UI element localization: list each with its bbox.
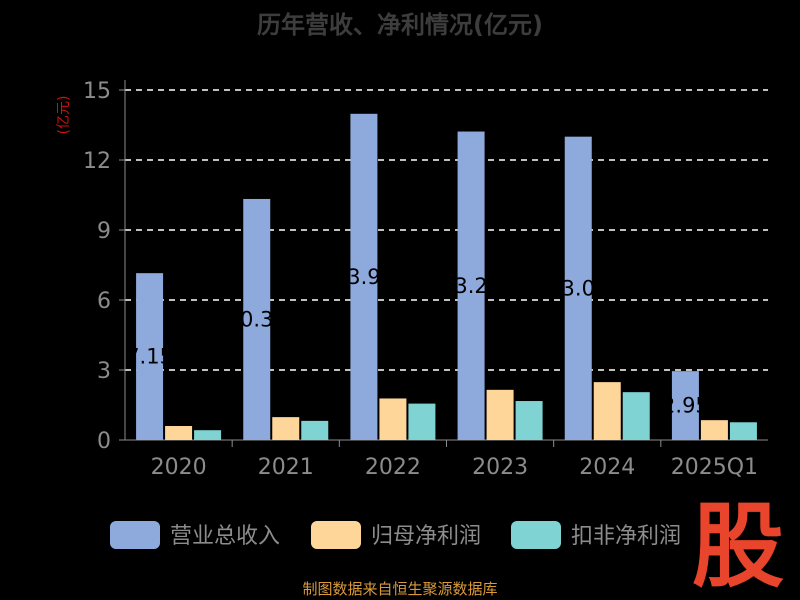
data-label: 2.95 <box>662 394 709 418</box>
x-tick-label: 2023 <box>472 455 528 480</box>
bar <box>243 198 271 440</box>
footer-source: 制图数据来自恒生聚源数据库 <box>302 580 498 598</box>
bar <box>350 113 378 441</box>
bar <box>194 430 222 440</box>
chart-title: 历年营收、净利情况(亿元) <box>257 11 543 39</box>
legend-swatch <box>511 521 561 549</box>
data-label: 13.22 <box>441 274 501 298</box>
bar <box>729 422 757 440</box>
bar <box>622 392 650 440</box>
bar <box>301 420 329 440</box>
legend-swatch <box>311 521 361 549</box>
x-tick-label: 2021 <box>258 455 314 480</box>
bar <box>136 273 164 440</box>
bar <box>700 420 728 440</box>
legend-label: 归母净利润 <box>371 524 481 549</box>
bar <box>165 426 193 440</box>
bar <box>408 403 436 440</box>
watermark-logo: 股 <box>692 493 784 600</box>
y-tick-label: 12 <box>83 149 111 174</box>
legend-swatch <box>110 521 160 549</box>
bar <box>564 136 592 440</box>
x-tick-label: 2022 <box>365 455 421 480</box>
y-tick-label: 0 <box>97 429 111 454</box>
legend-label: 扣非净利润 <box>571 524 681 549</box>
data-label: 13.98 <box>334 265 394 289</box>
bar <box>515 401 543 440</box>
y-tick-label: 15 <box>83 79 111 104</box>
bar <box>593 382 621 440</box>
bar <box>671 371 699 440</box>
bar <box>272 417 300 440</box>
y-tick-label: 9 <box>97 219 111 244</box>
bar <box>457 131 485 441</box>
bar <box>486 389 514 440</box>
x-tick-label: 2020 <box>151 455 207 480</box>
x-tick-label: 2024 <box>579 455 635 480</box>
y-tick-label: 3 <box>97 359 111 384</box>
y-tick-label: 6 <box>97 289 111 314</box>
data-label: 13.00 <box>548 276 608 300</box>
data-label: 10.33 <box>227 307 287 331</box>
x-tick-label: 2025Q1 <box>671 455 758 480</box>
data-label: 7.15 <box>126 345 173 369</box>
y-axis-label: (亿元) <box>56 96 72 135</box>
legend-label: 营业总收入 <box>170 524 280 549</box>
bar <box>379 398 407 440</box>
